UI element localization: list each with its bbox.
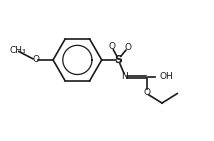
Text: S: S — [115, 55, 123, 65]
Text: N: N — [121, 72, 128, 81]
Text: O: O — [124, 43, 131, 52]
Text: O: O — [32, 55, 39, 64]
Text: O: O — [108, 42, 115, 51]
Text: OH: OH — [159, 72, 173, 81]
Text: O: O — [143, 88, 150, 97]
Text: CH₃: CH₃ — [9, 46, 26, 55]
